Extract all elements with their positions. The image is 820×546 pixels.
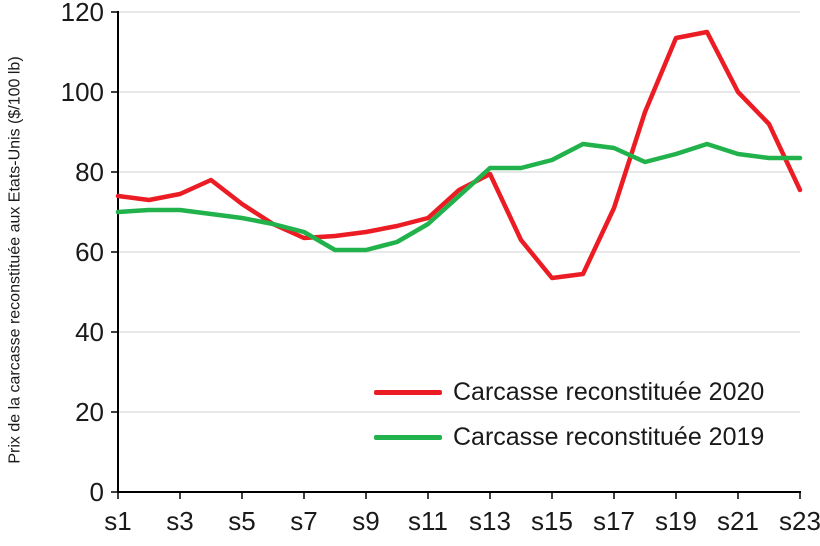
legend: Carcasse reconstituée 2020 Carcasse reco… xyxy=(374,378,764,452)
x-tick-label: s1 xyxy=(104,506,131,536)
legend-swatch-2020-line xyxy=(374,390,442,395)
y-tick-label: 0 xyxy=(90,477,104,507)
x-tick-label: s17 xyxy=(593,506,635,536)
x-tick-label: s13 xyxy=(469,506,511,536)
series-line-2019 xyxy=(115,141,803,253)
x-tick-label: s9 xyxy=(352,506,379,536)
y-tick-label: 80 xyxy=(75,157,104,187)
y-tick-label: 20 xyxy=(75,397,104,427)
y-tick-label: 120 xyxy=(61,0,104,27)
legend-label-2020: Carcasse reconstituée 2020 xyxy=(453,378,765,406)
x-tick-label: s19 xyxy=(655,506,697,536)
x-tick-label: s23 xyxy=(779,506,820,536)
legend-item-2020: Carcasse reconstituée 2020 xyxy=(374,378,764,407)
y-tick-label: 60 xyxy=(75,237,104,267)
legend-swatch-2019-line xyxy=(374,435,442,440)
y-tick-label: 100 xyxy=(61,77,104,107)
x-tick-label: s15 xyxy=(531,506,573,536)
x-tick-label: s5 xyxy=(228,506,255,536)
x-tick-label: s3 xyxy=(166,506,193,536)
legend-item-2019: Carcasse reconstituée 2019 xyxy=(374,423,764,452)
x-tick-label: s7 xyxy=(290,506,317,536)
y-tick-label: 40 xyxy=(75,317,104,347)
x-tick-label: s21 xyxy=(717,506,759,536)
x-tick-label: s11 xyxy=(408,506,448,536)
legend-label-2019: Carcasse reconstituée 2019 xyxy=(453,423,765,451)
series-line-2020 xyxy=(115,29,803,281)
